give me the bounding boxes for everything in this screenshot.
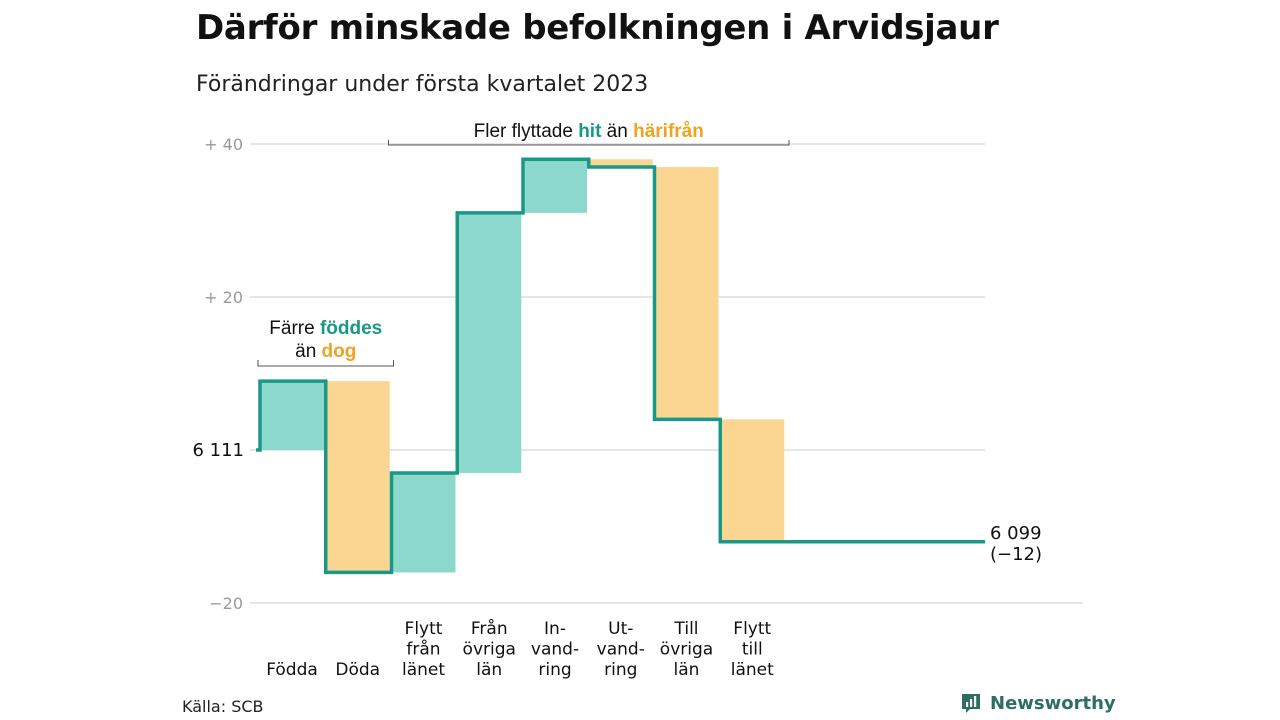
annotation-span: Fler flyttade bbox=[474, 121, 579, 142]
bar-inflow bbox=[391, 472, 456, 573]
source-note: Källa: SCB bbox=[182, 697, 264, 716]
bar-inflow bbox=[260, 381, 324, 450]
cumulative-step-line bbox=[256, 157, 985, 575]
end-change-label: (−12) bbox=[990, 544, 1042, 565]
annotation-span: än bbox=[295, 341, 321, 362]
category-label: Döda bbox=[335, 660, 380, 680]
annotation-migration: Fler flyttade hit än härifrån bbox=[474, 121, 704, 142]
category-label: länet bbox=[402, 660, 445, 680]
annotation-bracket bbox=[257, 360, 394, 367]
end-value-label: 6 099 bbox=[990, 523, 1042, 544]
annotation-births-deaths: än dog bbox=[295, 341, 356, 362]
category-label: Flytt bbox=[733, 619, 771, 639]
brand-logo[interactable]: Newsworthy bbox=[960, 692, 1116, 714]
bar-outflow bbox=[720, 419, 785, 542]
category-label: till bbox=[742, 640, 763, 660]
category-label: övriga bbox=[463, 640, 516, 660]
annotation-span: härifrån bbox=[633, 121, 704, 142]
bar-outflow bbox=[654, 166, 719, 420]
category-label: Födda bbox=[266, 660, 318, 680]
category-label: Ut- bbox=[608, 619, 633, 639]
start-value-label: 6 111 bbox=[192, 440, 244, 461]
bar-outflow bbox=[588, 159, 653, 167]
brand-name: Newsworthy bbox=[990, 692, 1116, 714]
annotation-span: dog bbox=[322, 341, 357, 362]
category-label: vand- bbox=[597, 640, 645, 660]
category-label: länet bbox=[731, 660, 774, 680]
y-tick-label: + 40 bbox=[204, 135, 243, 154]
category-label: Från bbox=[471, 618, 508, 639]
annotation-span: än bbox=[601, 121, 633, 142]
bar-chart-speech-icon bbox=[962, 694, 980, 713]
y-tick-label: + 20 bbox=[204, 288, 243, 307]
annotation-span: hit bbox=[578, 121, 602, 142]
category-label: Flytt bbox=[405, 619, 443, 639]
chart-title: Därför minskade befolkningen i Arvidsjau… bbox=[196, 8, 999, 48]
category-label: län bbox=[476, 660, 502, 680]
annotation-bracket bbox=[388, 140, 790, 146]
category-label: ring bbox=[604, 660, 637, 680]
bar-inflow bbox=[523, 159, 587, 213]
category-label: Till bbox=[673, 619, 698, 639]
category-label: övriga bbox=[660, 640, 713, 660]
annotation-births-deaths: Färre föddes bbox=[269, 318, 382, 339]
bar-inflow bbox=[457, 212, 522, 473]
y-tick-label: −20 bbox=[209, 594, 243, 613]
category-label: län bbox=[674, 660, 700, 680]
category-label: från bbox=[406, 639, 440, 660]
bar-outflow bbox=[325, 381, 390, 573]
category-label: vand- bbox=[531, 640, 579, 660]
annotation-span: föddes bbox=[320, 318, 382, 339]
annotation-span: Färre bbox=[269, 318, 320, 339]
category-label: ring bbox=[538, 660, 571, 680]
chart-subtitle: Förändringar under första kvartalet 2023 bbox=[196, 72, 649, 97]
category-label: In- bbox=[544, 619, 566, 639]
